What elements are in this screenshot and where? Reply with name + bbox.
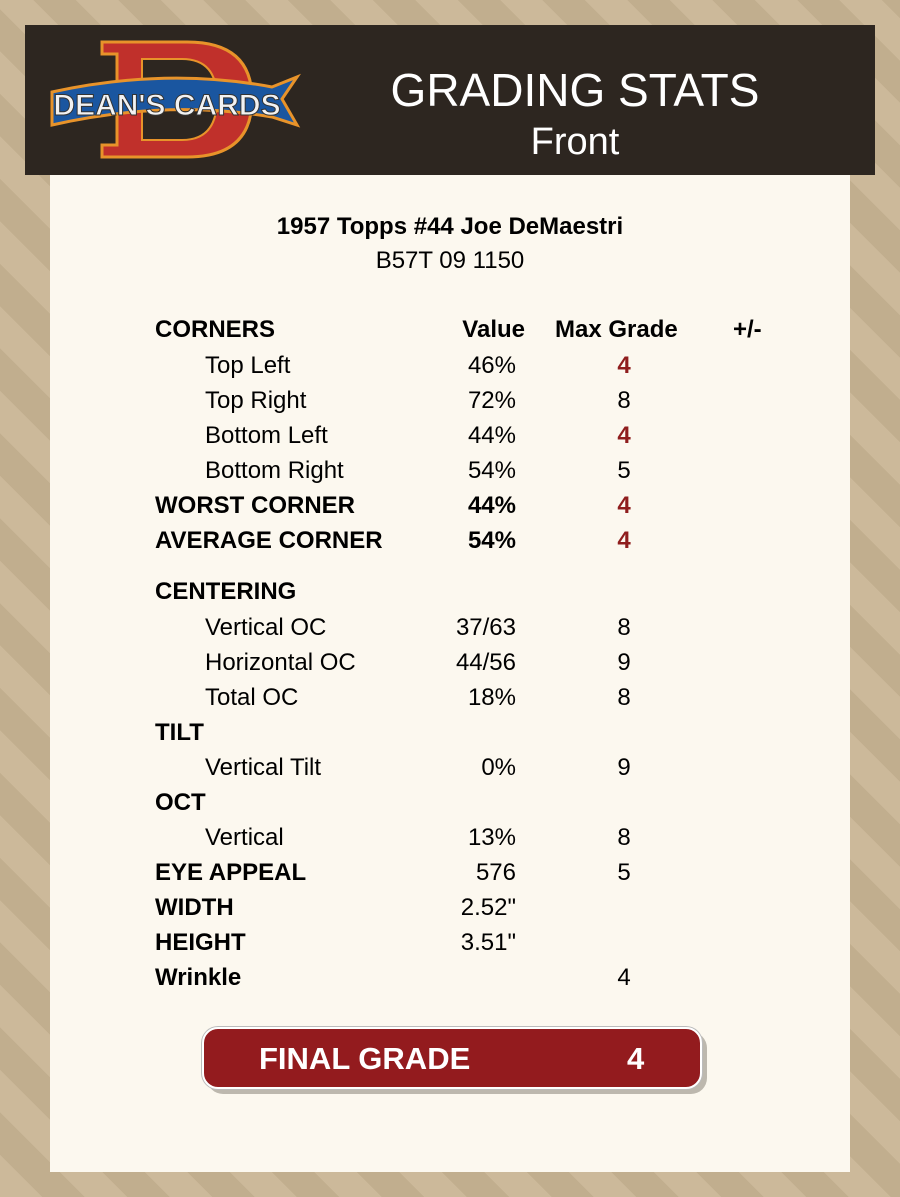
row-label: Vertical [205, 824, 284, 851]
row-max-grade: 5 [617, 859, 631, 886]
final-grade-value: 4 [627, 1041, 645, 1076]
page-title: GRADING STATS [390, 64, 760, 116]
row-value: 44/56 [455, 649, 516, 676]
row-max-grade: 8 [617, 824, 631, 851]
header: DEAN'S CARDS GRADING STATS Front [25, 25, 875, 175]
row-value: 3.51" [460, 929, 516, 956]
row-label: EYE APPEAL [155, 859, 307, 886]
row-max-grade: 5 [617, 457, 631, 484]
deans-cards-logo: DEAN'S CARDS [50, 40, 302, 159]
row-label: Top Left [205, 352, 291, 379]
row-max-grade: 9 [617, 754, 631, 781]
row-value: 37/63 [455, 614, 516, 641]
column-header-corners: CORNERS [155, 316, 276, 343]
row-label: WIDTH [155, 894, 234, 921]
column-header-max-grade: Max Grade [555, 316, 678, 343]
row-value: 44% [467, 422, 516, 449]
row-max-grade: 8 [617, 387, 631, 414]
row-label: Wrinkle [155, 964, 242, 991]
row-label: Bottom Left [205, 422, 328, 449]
row-label: Bottom Right [205, 457, 344, 484]
row-label: Vertical Tilt [205, 754, 322, 781]
column-header-value: Value [462, 316, 525, 343]
stats-panel: 1957 Topps #44 Joe DeMaestri B57T 09 115… [50, 175, 850, 1172]
final-grade-banner: FINAL GRADE 4 [202, 1027, 702, 1089]
row-value: 576 [475, 859, 516, 886]
svg-text:DEAN'S CARDS: DEAN'S CARDS [53, 89, 280, 122]
row-max-grade: 4 [617, 422, 631, 449]
row-label: AVERAGE CORNER [155, 527, 383, 554]
row-max-grade: 4 [617, 527, 631, 554]
row-label: OCT [155, 789, 206, 816]
row-value: 46% [467, 352, 516, 379]
page-subtitle: Front [530, 121, 620, 163]
row-value: 54% [467, 457, 516, 484]
row-value: 0% [481, 754, 516, 781]
row-label: Horizontal OC [205, 649, 356, 676]
row-label: Total OC [205, 684, 299, 711]
row-label: Top Right [205, 387, 307, 414]
row-max-grade: 8 [617, 684, 631, 711]
row-label: TILT [155, 719, 204, 746]
card-code: B57T 09 1150 [375, 247, 525, 274]
row-max-grade: 4 [617, 964, 631, 991]
row-max-grade: 9 [617, 649, 631, 676]
row-label: WORST CORNER [155, 492, 355, 519]
card-name: 1957 Topps #44 Joe DeMaestri [276, 213, 624, 240]
row-label: CENTERING [155, 578, 297, 605]
final-grade-label: FINAL GRADE [259, 1041, 471, 1076]
row-max-grade: 4 [617, 492, 631, 519]
row-value: 72% [467, 387, 516, 414]
row-max-grade: 8 [617, 614, 631, 641]
row-value: 13% [467, 824, 516, 851]
row-value: 54% [467, 527, 516, 554]
row-max-grade: 4 [617, 352, 631, 379]
row-value: 2.52" [460, 894, 516, 921]
row-label: Vertical OC [205, 614, 327, 641]
row-value: 18% [467, 684, 516, 711]
row-value: 44% [467, 492, 516, 519]
column-header-diff: +/- [733, 316, 762, 343]
row-label: HEIGHT [155, 929, 246, 956]
